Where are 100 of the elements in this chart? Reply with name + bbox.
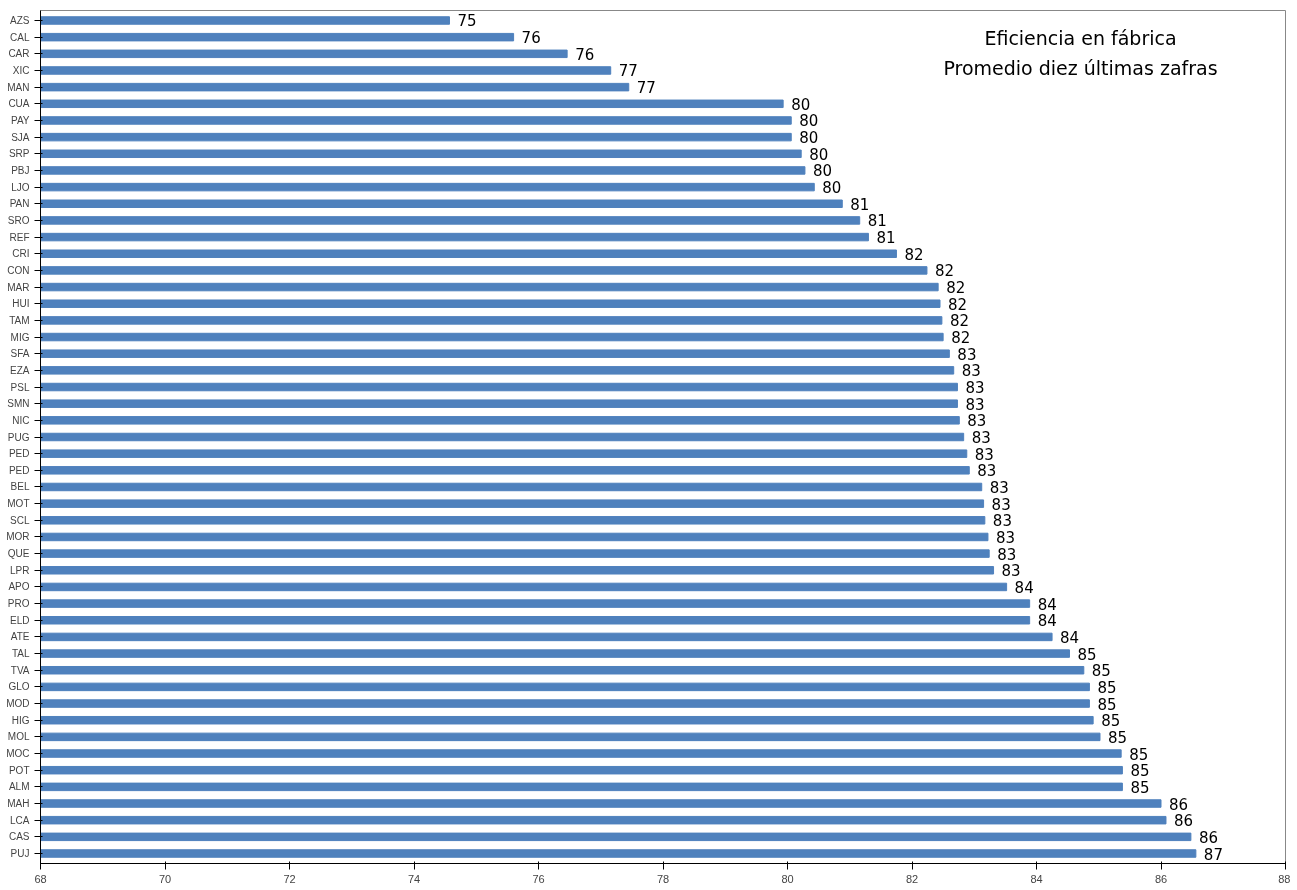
data-label: 80 [822, 179, 842, 198]
y-tick-label: EZA [10, 364, 30, 376]
data-label: 85 [1097, 695, 1117, 714]
data-label: 80 [799, 129, 819, 148]
data-label: 83 [997, 545, 1017, 564]
data-label: 80 [812, 162, 833, 181]
y-tick-label: MOL [7, 731, 30, 743]
y-tick-label: APO [8, 581, 30, 593]
y-tick-label: PED [8, 448, 30, 460]
x-tick-label: 74 [407, 872, 421, 885]
y-tick-label: MOR [6, 531, 30, 543]
data-label: 83 [989, 478, 1009, 497]
y-tick-label: PAN [9, 198, 30, 210]
y-tick-label: CRI [12, 248, 30, 260]
data-label: 85 [1101, 712, 1121, 731]
y-tick-label: SMN [7, 398, 30, 410]
x-tick-label: 86 [1154, 872, 1168, 885]
data-label: 82 [949, 312, 969, 331]
data-label: 75 [457, 12, 477, 31]
data-label: 77 [636, 79, 656, 98]
x-tick-label: 72 [283, 872, 296, 885]
text: Promedio diez últimas zafras [943, 56, 1218, 79]
data-label: 84 [1014, 578, 1034, 597]
y-tick-label: MAH [7, 798, 30, 810]
x-tick-label: 70 [158, 872, 172, 885]
data-label: 83 [991, 495, 1011, 514]
data-label: 83 [965, 395, 985, 414]
data-label: 76 [521, 29, 541, 48]
y-tick-label: SCL [10, 514, 30, 526]
y-tick-label: PAY [10, 114, 30, 126]
y-tick-label: XIC [12, 64, 30, 76]
y-tick-label: SJA [11, 131, 30, 143]
y-tick-label: BEL [10, 481, 30, 493]
data-label: 85 [1091, 662, 1111, 681]
y-tick-label: MAR [7, 281, 30, 293]
data-label: 82 [934, 262, 955, 281]
data-label: 83 [957, 345, 977, 364]
y-tick-label: AZS [10, 15, 30, 26]
data-label: 82 [948, 295, 968, 314]
y-tick-label: SRP [8, 148, 30, 160]
x-tick-label: 68 [34, 872, 47, 885]
y-tick-label: QUE [7, 548, 30, 560]
y-tick-label: LCA [10, 814, 30, 826]
y-tick-label: PRO [7, 598, 30, 610]
data-label: 82 [951, 329, 971, 348]
y-tick-label: GLO [8, 681, 30, 693]
data-label: 83 [961, 362, 981, 381]
y-tick-label: MOT [7, 498, 30, 510]
text: Eficiencia en fábrica [984, 26, 1177, 49]
y-tick-label: PSL [10, 381, 30, 393]
y-tick-label: CAR [8, 48, 30, 60]
data-label: 83 [1001, 562, 1021, 581]
data-label: 83 [992, 512, 1012, 531]
y-tick-label: HUI [12, 298, 30, 310]
data-label: 83 [971, 429, 991, 447]
y-tick-label: CAL [10, 31, 30, 43]
x-tick-label: 78 [656, 872, 670, 885]
data-label: 87 [1203, 845, 1223, 864]
y-tick-label: ATE [10, 631, 30, 643]
data-label: 81 [850, 195, 870, 214]
data-label: 84 [1037, 612, 1057, 631]
x-tick-label: 82 [905, 872, 919, 885]
data-label: 83 [974, 445, 994, 464]
y-tick-label: TAM [9, 314, 30, 326]
y-tick-label: CAS [8, 831, 30, 843]
y-tick-label: SRO [7, 214, 30, 226]
data-label: 84 [1060, 628, 1080, 647]
y-tick-label: CUA [8, 98, 30, 110]
y-tick-label: PBJ [11, 164, 30, 176]
data-label: 85 [1129, 745, 1149, 764]
data-label: 85 [1130, 778, 1150, 797]
y-tick-label: LJO [11, 181, 30, 193]
data-label: 77 [618, 62, 638, 81]
y-tick-label: CON [7, 264, 30, 276]
y-tick-label: PED [8, 464, 30, 476]
y-tick-label: SFA [10, 348, 30, 360]
data-label: 81 [876, 229, 896, 248]
data-label: 85 [1097, 678, 1117, 697]
y-tick-label: POT [8, 764, 30, 776]
y-tick-label: ELD [10, 614, 30, 626]
y-tick-label: MAN [7, 81, 30, 93]
data-label: 81 [867, 212, 887, 231]
data-label: 82 [946, 279, 966, 298]
y-tick-label: REF [9, 231, 30, 243]
data-label: 83 [967, 412, 987, 431]
y-tick-label: NIC [12, 414, 30, 426]
y-tick-label: ALM [8, 781, 30, 793]
data-label: 83 [995, 528, 1016, 547]
x-tick-label: 88 [1278, 872, 1291, 885]
y-tick-label: MOD [6, 698, 30, 710]
data-label: 80 [791, 95, 811, 114]
data-label: 85 [1107, 728, 1128, 747]
data-label: 86 [1173, 812, 1194, 831]
data-label: 85 [1130, 762, 1150, 781]
x-tick-label: 80 [781, 872, 794, 885]
data-label: 86 [1169, 795, 1189, 814]
x-tick-label: 84 [1030, 872, 1043, 885]
data-label: 83 [977, 462, 997, 481]
y-tick-label: PUJ [10, 848, 30, 859]
x-tick-label: 76 [532, 872, 545, 885]
